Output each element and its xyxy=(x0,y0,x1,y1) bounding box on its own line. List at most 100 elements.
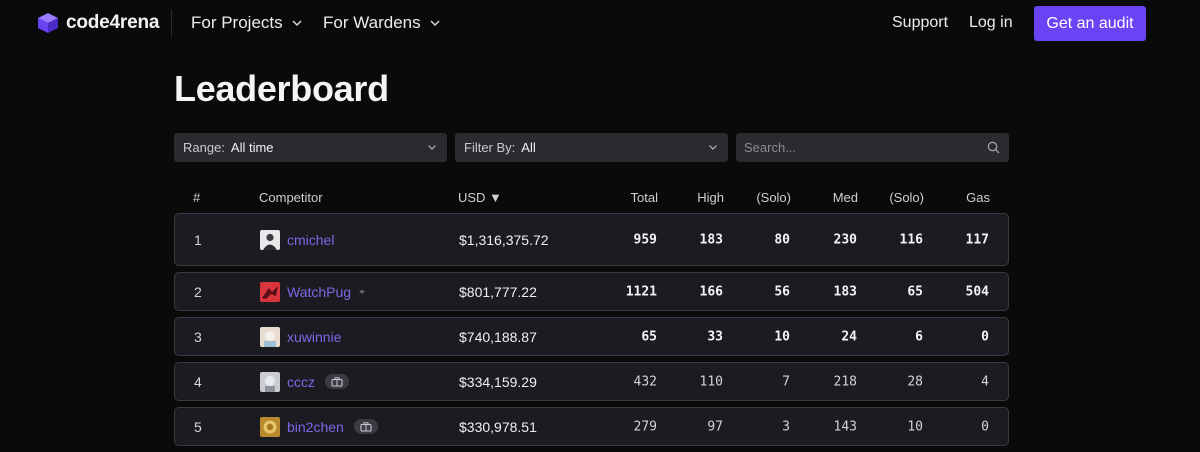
briefcase-icon xyxy=(360,421,372,432)
rank-cell: 4 xyxy=(194,373,202,390)
med-cell: 218 xyxy=(833,374,857,389)
briefcase-icon xyxy=(331,376,343,387)
gas-cell: 0 xyxy=(981,329,989,344)
med-cell: 183 xyxy=(833,284,857,299)
total-cell: 959 xyxy=(633,232,657,247)
range-label: Range: xyxy=(183,140,225,155)
total-cell: 65 xyxy=(641,329,657,344)
nav-divider xyxy=(171,10,172,37)
range-value: All time xyxy=(230,140,274,155)
competitor-cell: xuwinnie xyxy=(260,326,342,347)
chevron-down-icon xyxy=(428,145,436,150)
high-solo-cell: 80 xyxy=(774,232,790,247)
chevron-down-icon[interactable] xyxy=(358,288,366,296)
col-med-solo[interactable]: (Solo) xyxy=(889,190,924,205)
brand-name: code4rena xyxy=(66,12,160,33)
login-link[interactable]: Log in xyxy=(969,14,1013,31)
page-title: Leaderboard xyxy=(174,68,389,109)
search-box xyxy=(736,133,1009,162)
usd-cell: $330,978.51 xyxy=(459,418,537,435)
med-solo-cell: 10 xyxy=(907,419,923,434)
total-cell: 1121 xyxy=(625,284,657,299)
competitor-name-link[interactable]: cccz xyxy=(287,373,315,390)
col-rank: # xyxy=(193,190,201,205)
nav-for-wardens-label: For Wardens xyxy=(323,13,421,32)
competitor-name-link[interactable]: bin2chen xyxy=(287,418,344,435)
competitor-cell: bin2chen xyxy=(260,416,378,437)
rank-cell: 3 xyxy=(194,328,202,345)
high-solo-cell: 7 xyxy=(782,374,790,389)
high-cell: 183 xyxy=(699,232,723,247)
rank-cell: 1 xyxy=(194,231,202,248)
col-high[interactable]: High xyxy=(697,190,724,205)
grey-photo-icon xyxy=(260,371,280,392)
chevron-down-icon xyxy=(709,145,717,150)
search-icon[interactable] xyxy=(987,141,1000,154)
filter-by-select[interactable]: Filter By: All xyxy=(455,133,728,162)
med-cell: 24 xyxy=(841,329,857,344)
gas-cell: 117 xyxy=(965,232,989,247)
gas-cell: 4 xyxy=(981,374,989,389)
med-solo-cell: 65 xyxy=(907,284,923,299)
range-select[interactable]: Range: All time xyxy=(174,133,447,162)
total-cell: 432 xyxy=(633,374,657,389)
golden-coin-icon xyxy=(260,416,280,437)
high-solo-cell: 56 xyxy=(774,284,790,299)
person-portrait-icon xyxy=(260,229,280,250)
brand-logo[interactable]: code4rena xyxy=(37,11,159,35)
col-med[interactable]: Med xyxy=(832,190,858,205)
gas-cell: 504 xyxy=(965,284,989,299)
table-row[interactable]: 1 cmichel $1,316,375.72 959 183 80 230 1… xyxy=(174,213,1009,266)
chevron-down-icon xyxy=(292,20,302,27)
usd-cell: $740,188.87 xyxy=(459,328,537,345)
usd-cell: $334,159.29 xyxy=(459,373,537,390)
nav-for-projects[interactable]: For Projects xyxy=(191,12,303,34)
pastel-character-icon xyxy=(260,326,280,347)
high-cell: 166 xyxy=(699,284,723,299)
table-row[interactable]: 5 bin2chen $330,978.51 279 97 3 143 10 0 xyxy=(174,407,1009,446)
col-total[interactable]: Total xyxy=(630,190,658,205)
col-gas[interactable]: Gas xyxy=(966,190,990,205)
col-competitor[interactable]: Competitor xyxy=(259,190,323,205)
get-audit-button[interactable]: Get an audit xyxy=(1034,6,1146,41)
cube-logo-icon xyxy=(38,13,58,33)
med-solo-cell: 116 xyxy=(899,232,923,247)
search-input[interactable] xyxy=(736,134,966,161)
competitor-cell: WatchPug xyxy=(260,281,366,302)
nav-for-wardens[interactable]: For Wardens xyxy=(323,12,441,34)
table-header: # Competitor USD ▼ Total High (Solo) Med… xyxy=(174,189,1009,207)
competitor-cell: cccz xyxy=(260,371,349,392)
red-bird-icon xyxy=(260,281,280,302)
rank-cell: 5 xyxy=(194,418,202,435)
table-row[interactable]: 4 cccz $334,159.29 432 110 7 218 28 4 xyxy=(174,362,1009,401)
nav-for-projects-label: For Projects xyxy=(191,13,283,32)
top-nav: code4rena For Projects For Wardens Suppo… xyxy=(0,0,1200,46)
chevron-down-icon xyxy=(430,20,440,27)
team-badge xyxy=(353,419,378,434)
usd-cell: $1,316,375.72 xyxy=(459,231,549,248)
filter-by-label: Filter By: xyxy=(464,140,516,155)
competitor-name-link[interactable]: cmichel xyxy=(287,231,335,248)
competitor-cell: cmichel xyxy=(260,229,335,250)
high-cell: 97 xyxy=(707,419,723,434)
gas-cell: 0 xyxy=(981,419,989,434)
high-solo-cell: 3 xyxy=(782,419,790,434)
col-high-solo[interactable]: (Solo) xyxy=(756,190,791,205)
med-solo-cell: 28 xyxy=(907,374,923,389)
usd-cell: $801,777.22 xyxy=(459,283,537,300)
total-cell: 279 xyxy=(633,419,657,434)
support-link[interactable]: Support xyxy=(892,14,949,31)
med-cell: 230 xyxy=(833,232,857,247)
table-row[interactable]: 3 xuwinnie $740,188.87 65 33 10 24 6 0 xyxy=(174,317,1009,356)
filter-by-value: All xyxy=(521,140,536,155)
table-row[interactable]: 2 WatchPug $801,777.22 1121 166 56 183 6… xyxy=(174,272,1009,311)
competitor-name-link[interactable]: WatchPug xyxy=(287,283,352,300)
team-badge xyxy=(325,374,349,389)
med-solo-cell: 6 xyxy=(915,329,923,344)
high-solo-cell: 10 xyxy=(774,329,790,344)
rank-cell: 2 xyxy=(194,283,202,300)
competitor-name-link[interactable]: xuwinnie xyxy=(287,328,342,345)
high-cell: 33 xyxy=(707,329,723,344)
high-cell: 110 xyxy=(699,374,723,389)
col-usd-sort[interactable]: USD ▼ xyxy=(458,190,502,205)
